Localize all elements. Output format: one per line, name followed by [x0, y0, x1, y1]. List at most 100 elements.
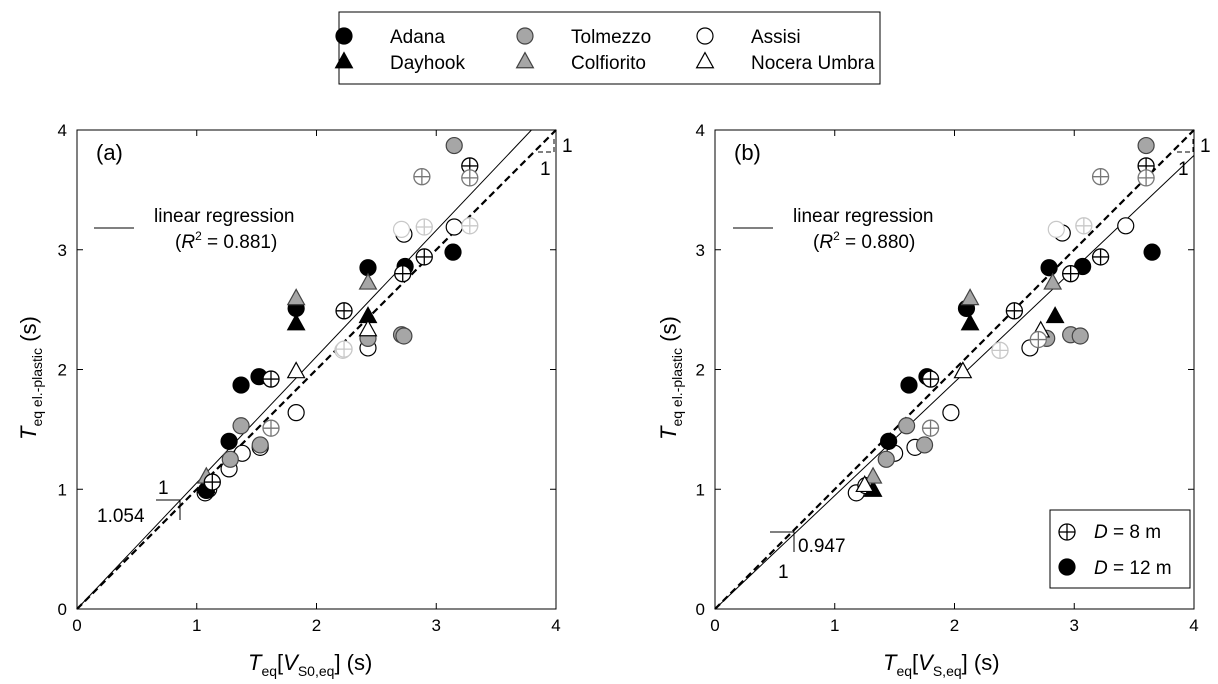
panel-a-slope-regression-rise: 1.054	[97, 506, 145, 527]
panel-b-data-point	[863, 466, 883, 484]
panel-b-xtick-label: 0	[710, 616, 719, 635]
panel-b-points	[847, 136, 1161, 502]
panel-a-r2-label: (R2 = 0.881)	[175, 229, 277, 253]
panel-a-ytick-label: 1	[58, 480, 67, 499]
panel-a-data-point	[203, 473, 221, 491]
panel-b-y-axis-title: Teq el.-plastic (s)	[656, 316, 685, 440]
legend-label: Adana	[390, 27, 445, 48]
panel-a-slope-identity: 1 1	[538, 136, 573, 180]
panel-b-slope-identity-rise: 1	[1200, 136, 1211, 157]
panel-b-data-point	[953, 361, 973, 379]
panel-a-data-point	[415, 248, 433, 266]
size-legend-label-8m: D = 8 m	[1094, 522, 1161, 543]
panel-a-data-point	[394, 265, 412, 283]
panel-b-data-point	[991, 341, 1009, 359]
panel-b-ytick-label: 3	[696, 241, 705, 260]
panel-b-data-point	[921, 370, 940, 388]
panel-b-data-point	[1091, 168, 1110, 186]
panel-a: (a) linear regression (R2 = 0.881) 1 1.0…	[16, 121, 573, 679]
panel-b-xlabel: Teq[VS,eq] (s)	[883, 650, 1000, 679]
legend-marker-colfiorito-icon	[515, 51, 535, 69]
panel-a-data-point	[445, 218, 463, 236]
panel-b-ylabel: Teq el.-plastic (s)	[656, 316, 685, 440]
legend-marker-adana-icon	[335, 27, 353, 45]
panel-a-data-point	[232, 417, 250, 435]
panel-a-ytick-label: 0	[58, 600, 67, 619]
panel-b-slope-identity: 1 1	[1177, 136, 1211, 180]
panel-a-data-point	[461, 217, 479, 235]
panel-a-data-point	[358, 272, 378, 290]
panel-b-data-point	[960, 313, 980, 331]
legend-marker-nocera-umbra-icon	[695, 51, 715, 69]
panel-b-ytick-label: 1	[696, 480, 705, 499]
size-legend-marker-circle	[1058, 558, 1076, 576]
panel-b-data-point	[1091, 248, 1110, 266]
panel-b-data-point	[1029, 330, 1047, 349]
panel-b-data-point	[1040, 259, 1058, 277]
site-legend: Adana Tolmezzo Assisi Dayhook Colfiorito Noce…	[334, 11, 881, 85]
panel-a-slope-regression-triangle	[156, 499, 181, 520]
panel-a-points	[196, 136, 479, 502]
legend-label: Tolmezzo	[571, 27, 651, 48]
legend-marker-dayhook-icon	[334, 51, 354, 69]
panel-b-data-point	[1137, 136, 1155, 155]
panel-a-identity-line	[76, 129, 557, 610]
site-legend-frame	[338, 11, 881, 85]
panel-b-r2-label: (R2 = 0.880)	[813, 229, 915, 253]
panel-b-data-point	[900, 376, 918, 394]
panel-b-ytick-label: 2	[696, 361, 705, 380]
panel-b-xtick-label: 2	[950, 616, 959, 635]
panel-b-slope-regression-run: 0.947	[798, 536, 846, 557]
panel-a-regression-legend: linear regression (R2 = 0.881)	[94, 206, 294, 253]
legend-label: Colfiorito	[571, 53, 646, 74]
panel-b-data-point	[1075, 217, 1093, 235]
panel-b-ytick-label: 0	[696, 600, 705, 619]
panel-b-regression-line	[714, 155, 1195, 610]
panel-b-size-legend-frame	[1049, 509, 1191, 589]
panel-a-data-point	[232, 376, 250, 394]
panel-a-data-point	[286, 313, 306, 331]
panel-b-tag: (b)	[734, 140, 761, 165]
panel-a-data-point	[335, 302, 353, 320]
panel-a-data-point	[251, 436, 269, 454]
panel-a-data-point	[220, 432, 238, 450]
legend-label: Dayhook	[390, 53, 465, 74]
panel-a-data-point	[392, 220, 411, 238]
panel-b-size-legend: D = 8 m D = 12 m	[1049, 509, 1191, 589]
panel-b-data-point	[1117, 217, 1135, 235]
panel-b-slope-regression: 0.947 1	[770, 531, 846, 583]
panel-a-ytick-label: 4	[58, 121, 67, 140]
panel-a-data-point	[286, 288, 306, 306]
size-legend-marker-crosshair	[1058, 523, 1076, 541]
panel-b-data-point	[877, 450, 895, 468]
panel-a-regression-label: linear regression	[154, 206, 294, 227]
panel-a-ylabel: Teq el.-plastic (s)	[16, 316, 45, 440]
panel-a-data-point	[262, 419, 280, 437]
panel-a-xtick-label: 0	[72, 616, 81, 635]
panel-b-data-point	[1071, 327, 1089, 345]
panel-b-ytick-label: 4	[696, 121, 705, 140]
panel-b-data-point	[1047, 220, 1065, 238]
panel-a-data-point	[461, 169, 479, 187]
panel-b-identity-line	[714, 129, 1195, 610]
size-legend-crosshair-icon	[1058, 523, 1076, 541]
legend-marker-tolmezzo-icon	[516, 27, 534, 45]
panel-b-data-point	[1143, 243, 1161, 261]
size-legend-label-12m: D = 12 m	[1094, 558, 1172, 579]
panel-b-regression-label: linear regression	[793, 206, 933, 227]
panel-a-data-point	[286, 361, 306, 379]
panel-b-x-axis-title: Teq[VS,eq] (s)	[883, 650, 1000, 679]
panel-a-x-axis-title: Teq[VS0,eq] (s)	[248, 650, 372, 679]
panel-a-xtick-label: 2	[312, 616, 321, 635]
panel-b-xtick-label: 1	[830, 616, 839, 635]
panel-a-xlabel: Teq[VS0,eq] (s)	[248, 650, 372, 679]
panel-b-data-point	[1045, 306, 1065, 324]
panel-b-regression-legend: linear regression (R2 = 0.880)	[733, 206, 933, 253]
panel-a-ytick-label: 3	[58, 241, 67, 260]
legend-label: Assisi	[751, 27, 801, 48]
panel-b-data-point	[880, 432, 898, 450]
panel-b-data-point	[1137, 157, 1155, 175]
panel-b-data-point	[1005, 302, 1024, 320]
panel-a-xtick-label: 3	[432, 616, 441, 635]
